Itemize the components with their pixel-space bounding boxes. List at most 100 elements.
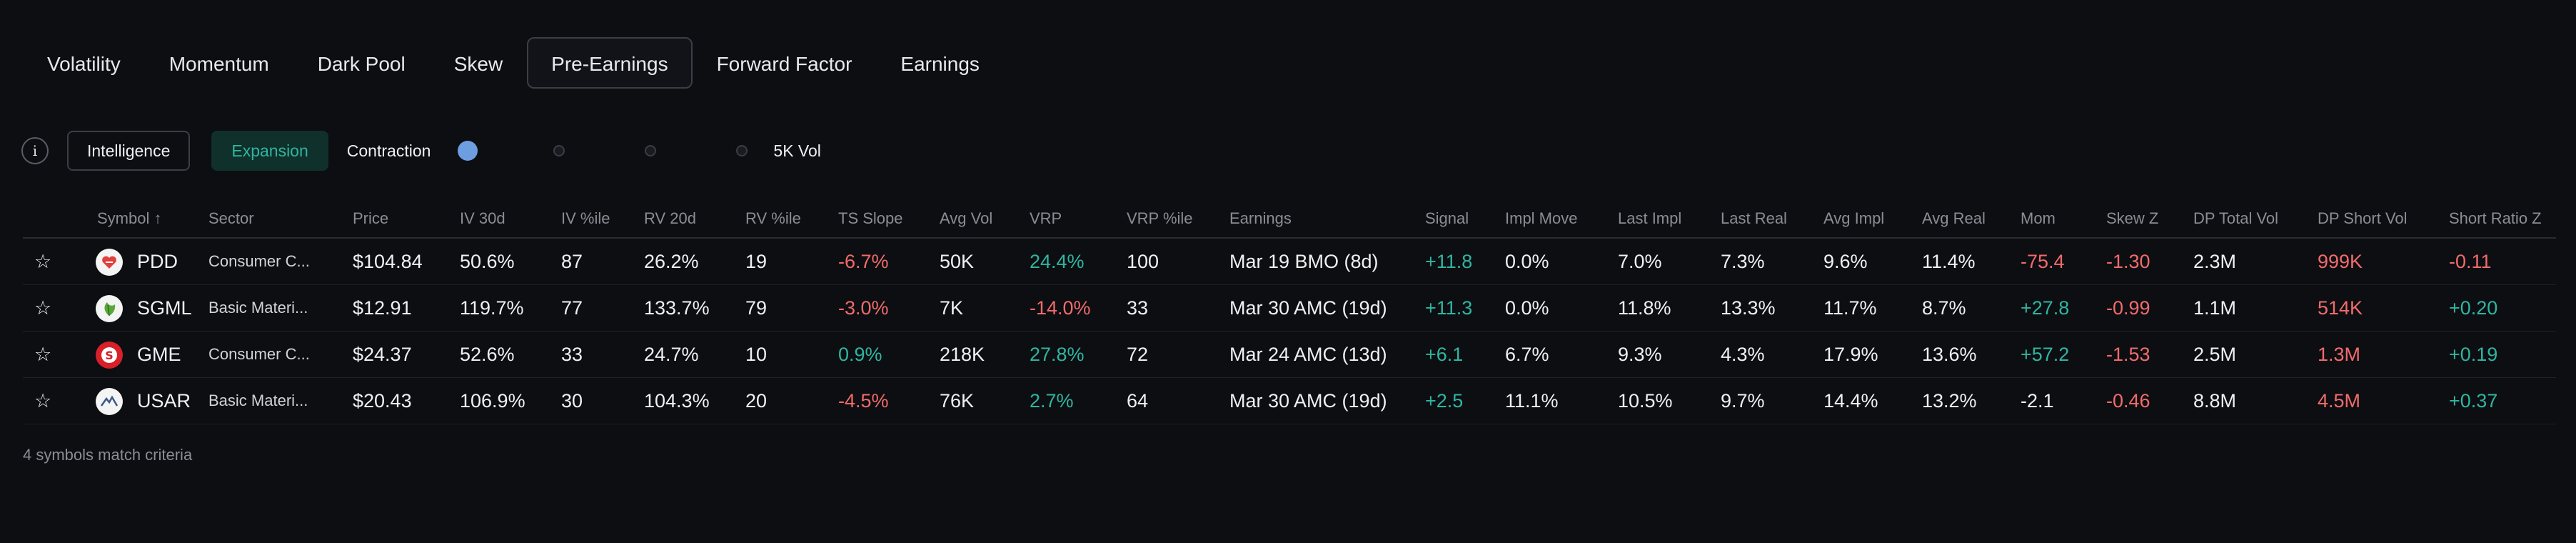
star-icon[interactable]: ☆ bbox=[34, 390, 52, 412]
column-header-4[interactable]: IV %ile bbox=[561, 209, 610, 227]
tab-volatility[interactable]: Volatility bbox=[47, 53, 121, 75]
pdd-heart-icon bbox=[96, 249, 123, 276]
signal-cell: +11.8 bbox=[1425, 251, 1473, 272]
implmove-cell: 6.7% bbox=[1505, 344, 1549, 365]
symbol-cell[interactable]: PDD bbox=[137, 251, 178, 272]
filter-radio-1[interactable] bbox=[458, 141, 478, 161]
rvp-cell: 20 bbox=[745, 390, 768, 412]
sector-cell: Consumer C... bbox=[208, 252, 310, 270]
skewz-cell: -0.99 bbox=[2106, 297, 2150, 319]
rv20-cell: 104.3% bbox=[644, 390, 710, 412]
tab-momentum[interactable]: Momentum bbox=[168, 53, 269, 75]
radio-dot-icon bbox=[736, 145, 748, 156]
lastimpl-cell: 9.3% bbox=[1618, 344, 1662, 365]
table-row[interactable]: ☆ PDD Consumer C... $104.84 50.6% 87 26.2% 19 -6… bbox=[23, 239, 2556, 285]
symbol-cell[interactable]: SGML bbox=[137, 297, 192, 319]
column-header-17[interactable]: Avg Real bbox=[1922, 209, 1986, 227]
column-header-14[interactable]: Last Impl bbox=[1618, 209, 1682, 227]
avgimpl-cell: 14.4% bbox=[1823, 390, 1878, 412]
avgvol-cell: 7K bbox=[940, 297, 964, 319]
tab-bar: Volatility Momentum Dark Pool Skew Pre-E… bbox=[23, 37, 1004, 89]
column-header-5[interactable]: RV 20d bbox=[644, 209, 696, 227]
column-header-6[interactable]: RV %ile bbox=[745, 209, 801, 227]
dpshort-cell: 1.3M bbox=[2318, 344, 2361, 365]
srz-cell: -0.11 bbox=[2449, 251, 2492, 272]
earnings-cell: Mar 24 AMC (13d) bbox=[1229, 344, 1387, 365]
column-header-11[interactable]: Earnings bbox=[1229, 209, 1292, 227]
radio-dot-icon bbox=[553, 145, 565, 156]
info-icon[interactable]: i bbox=[21, 137, 49, 164]
implmove-cell: 0.0% bbox=[1505, 251, 1549, 272]
mom-cell: -2.1 bbox=[2021, 390, 2054, 412]
column-header-20[interactable]: DP Total Vol bbox=[2193, 209, 2279, 227]
column-header-8[interactable]: Avg Vol bbox=[940, 209, 993, 227]
ivp-cell: 33 bbox=[561, 344, 583, 365]
column-header-2[interactable]: Price bbox=[353, 209, 389, 227]
vrp-cell: 2.7% bbox=[1030, 390, 1074, 412]
column-header-18[interactable]: Mom bbox=[2021, 209, 2056, 227]
signal-cell: +11.3 bbox=[1425, 297, 1473, 319]
ivp-cell: 87 bbox=[561, 251, 583, 272]
column-header-21[interactable]: DP Short Vol bbox=[2318, 209, 2408, 227]
avgreal-cell: 13.2% bbox=[1922, 390, 1977, 412]
column-header-13[interactable]: Impl Move bbox=[1505, 209, 1578, 227]
vrpp-cell: 72 bbox=[1127, 344, 1149, 365]
column-header-3[interactable]: IV 30d bbox=[460, 209, 505, 227]
avgreal-cell: 13.6% bbox=[1922, 344, 1977, 365]
tab-skew[interactable]: Skew bbox=[453, 53, 503, 75]
vrp-cell: 24.4% bbox=[1030, 251, 1085, 272]
star-icon[interactable]: ☆ bbox=[34, 297, 52, 319]
mom-cell: +57.2 bbox=[2021, 344, 2070, 365]
avgvol-cell: 76K bbox=[940, 390, 975, 412]
lastimpl-cell: 10.5% bbox=[1618, 390, 1673, 412]
column-header-9[interactable]: VRP bbox=[1030, 209, 1062, 227]
tab-dark-pool[interactable]: Dark Pool bbox=[317, 53, 406, 75]
rv20-cell: 133.7% bbox=[644, 297, 710, 319]
vrp-cell: 27.8% bbox=[1030, 344, 1085, 365]
filter-radio-3[interactable] bbox=[640, 141, 660, 161]
contraction-filter[interactable]: Contraction bbox=[346, 141, 431, 160]
column-header-12[interactable]: Signal bbox=[1425, 209, 1469, 227]
skewz-cell: -1.30 bbox=[2106, 251, 2150, 272]
column-header-16[interactable]: Avg Impl bbox=[1823, 209, 1885, 227]
dpshort-cell: 4.5M bbox=[2318, 390, 2361, 412]
ts-cell: -4.5% bbox=[838, 390, 889, 412]
tab-forward-factor[interactable]: Forward Factor bbox=[716, 53, 852, 75]
column-header-7[interactable]: TS Slope bbox=[838, 209, 903, 227]
ivp-cell: 30 bbox=[561, 390, 583, 412]
intelligence-button[interactable]: Intelligence bbox=[67, 131, 191, 171]
iv30-cell: 106.9% bbox=[460, 390, 525, 412]
filter-radio-2[interactable] bbox=[549, 141, 569, 161]
table-row[interactable]: ☆ SGML Basic Materi... $12.91 119.7% 77 133.7%… bbox=[23, 285, 2556, 332]
vol-filter-label[interactable]: 5K Vol bbox=[773, 141, 821, 160]
vrpp-cell: 33 bbox=[1127, 297, 1149, 319]
rvp-cell: 19 bbox=[745, 251, 768, 272]
column-header-1[interactable]: Sector bbox=[208, 209, 254, 227]
tab-pre-earnings[interactable]: Pre-Earnings bbox=[527, 37, 693, 89]
dpshort-cell: 999K bbox=[2318, 251, 2363, 272]
table-row[interactable]: ☆ USAR Basic Materi... $20.43 106.9% 30 104.3%… bbox=[23, 378, 2556, 424]
rvp-cell: 10 bbox=[745, 344, 768, 365]
column-header-22[interactable]: Short Ratio Z bbox=[2449, 209, 2542, 227]
ivp-cell: 77 bbox=[561, 297, 583, 319]
iv30-cell: 52.6% bbox=[460, 344, 515, 365]
lastreal-cell: 9.7% bbox=[1721, 390, 1765, 412]
rv20-cell: 24.7% bbox=[644, 344, 699, 365]
column-header-15[interactable]: Last Real bbox=[1721, 209, 1787, 227]
price-cell: $24.37 bbox=[353, 344, 412, 365]
expansion-filter[interactable]: Expansion bbox=[211, 131, 328, 171]
symbol-cell[interactable]: USAR bbox=[137, 390, 191, 412]
star-icon[interactable]: ☆ bbox=[34, 344, 52, 365]
column-header-10[interactable]: VRP %ile bbox=[1127, 209, 1193, 227]
dpshort-cell: 514K bbox=[2318, 297, 2363, 319]
column-header-0[interactable]: Symbol ↑ bbox=[97, 209, 162, 227]
lastreal-cell: 4.3% bbox=[1721, 344, 1765, 365]
star-icon[interactable]: ☆ bbox=[34, 251, 52, 272]
iv30-cell: 50.6% bbox=[460, 251, 515, 272]
tab-earnings[interactable]: Earnings bbox=[900, 53, 980, 75]
usar-mountain-icon bbox=[96, 388, 123, 415]
table-row[interactable]: ☆ S GME Consumer C... $24.37 52.6% 33 24.7% 10 0.… bbox=[23, 332, 2556, 378]
symbol-cell[interactable]: GME bbox=[137, 344, 181, 365]
column-header-19[interactable]: Skew Z bbox=[2106, 209, 2159, 227]
filter-radio-5k-vol[interactable] bbox=[732, 141, 752, 161]
